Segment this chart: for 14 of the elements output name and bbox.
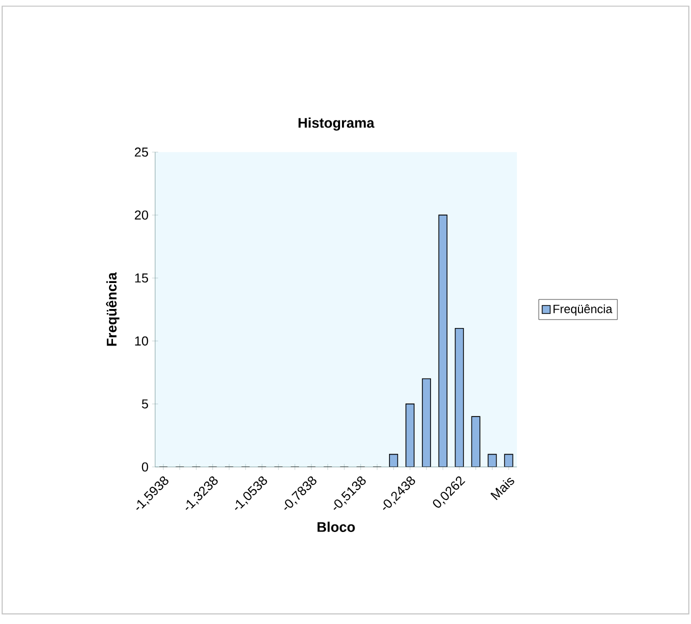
y-tick-label: 15 <box>135 274 148 283</box>
bar <box>454 328 464 467</box>
x-axis-title: Bloco <box>318 522 355 532</box>
y-tick-label: 5 <box>142 399 148 408</box>
y-tick-label: 10 <box>135 336 148 346</box>
y-axis-title: Freqüência <box>106 272 120 346</box>
bar <box>422 378 431 467</box>
legend-label: Freqüência <box>554 304 612 316</box>
bar <box>471 416 480 467</box>
y-tick-label: 20 <box>134 210 148 220</box>
y-tick-label: 25 <box>134 147 148 157</box>
chart-title: Histograma <box>298 118 374 131</box>
y-tick-label: 0 <box>142 462 148 472</box>
bar <box>438 214 448 467</box>
